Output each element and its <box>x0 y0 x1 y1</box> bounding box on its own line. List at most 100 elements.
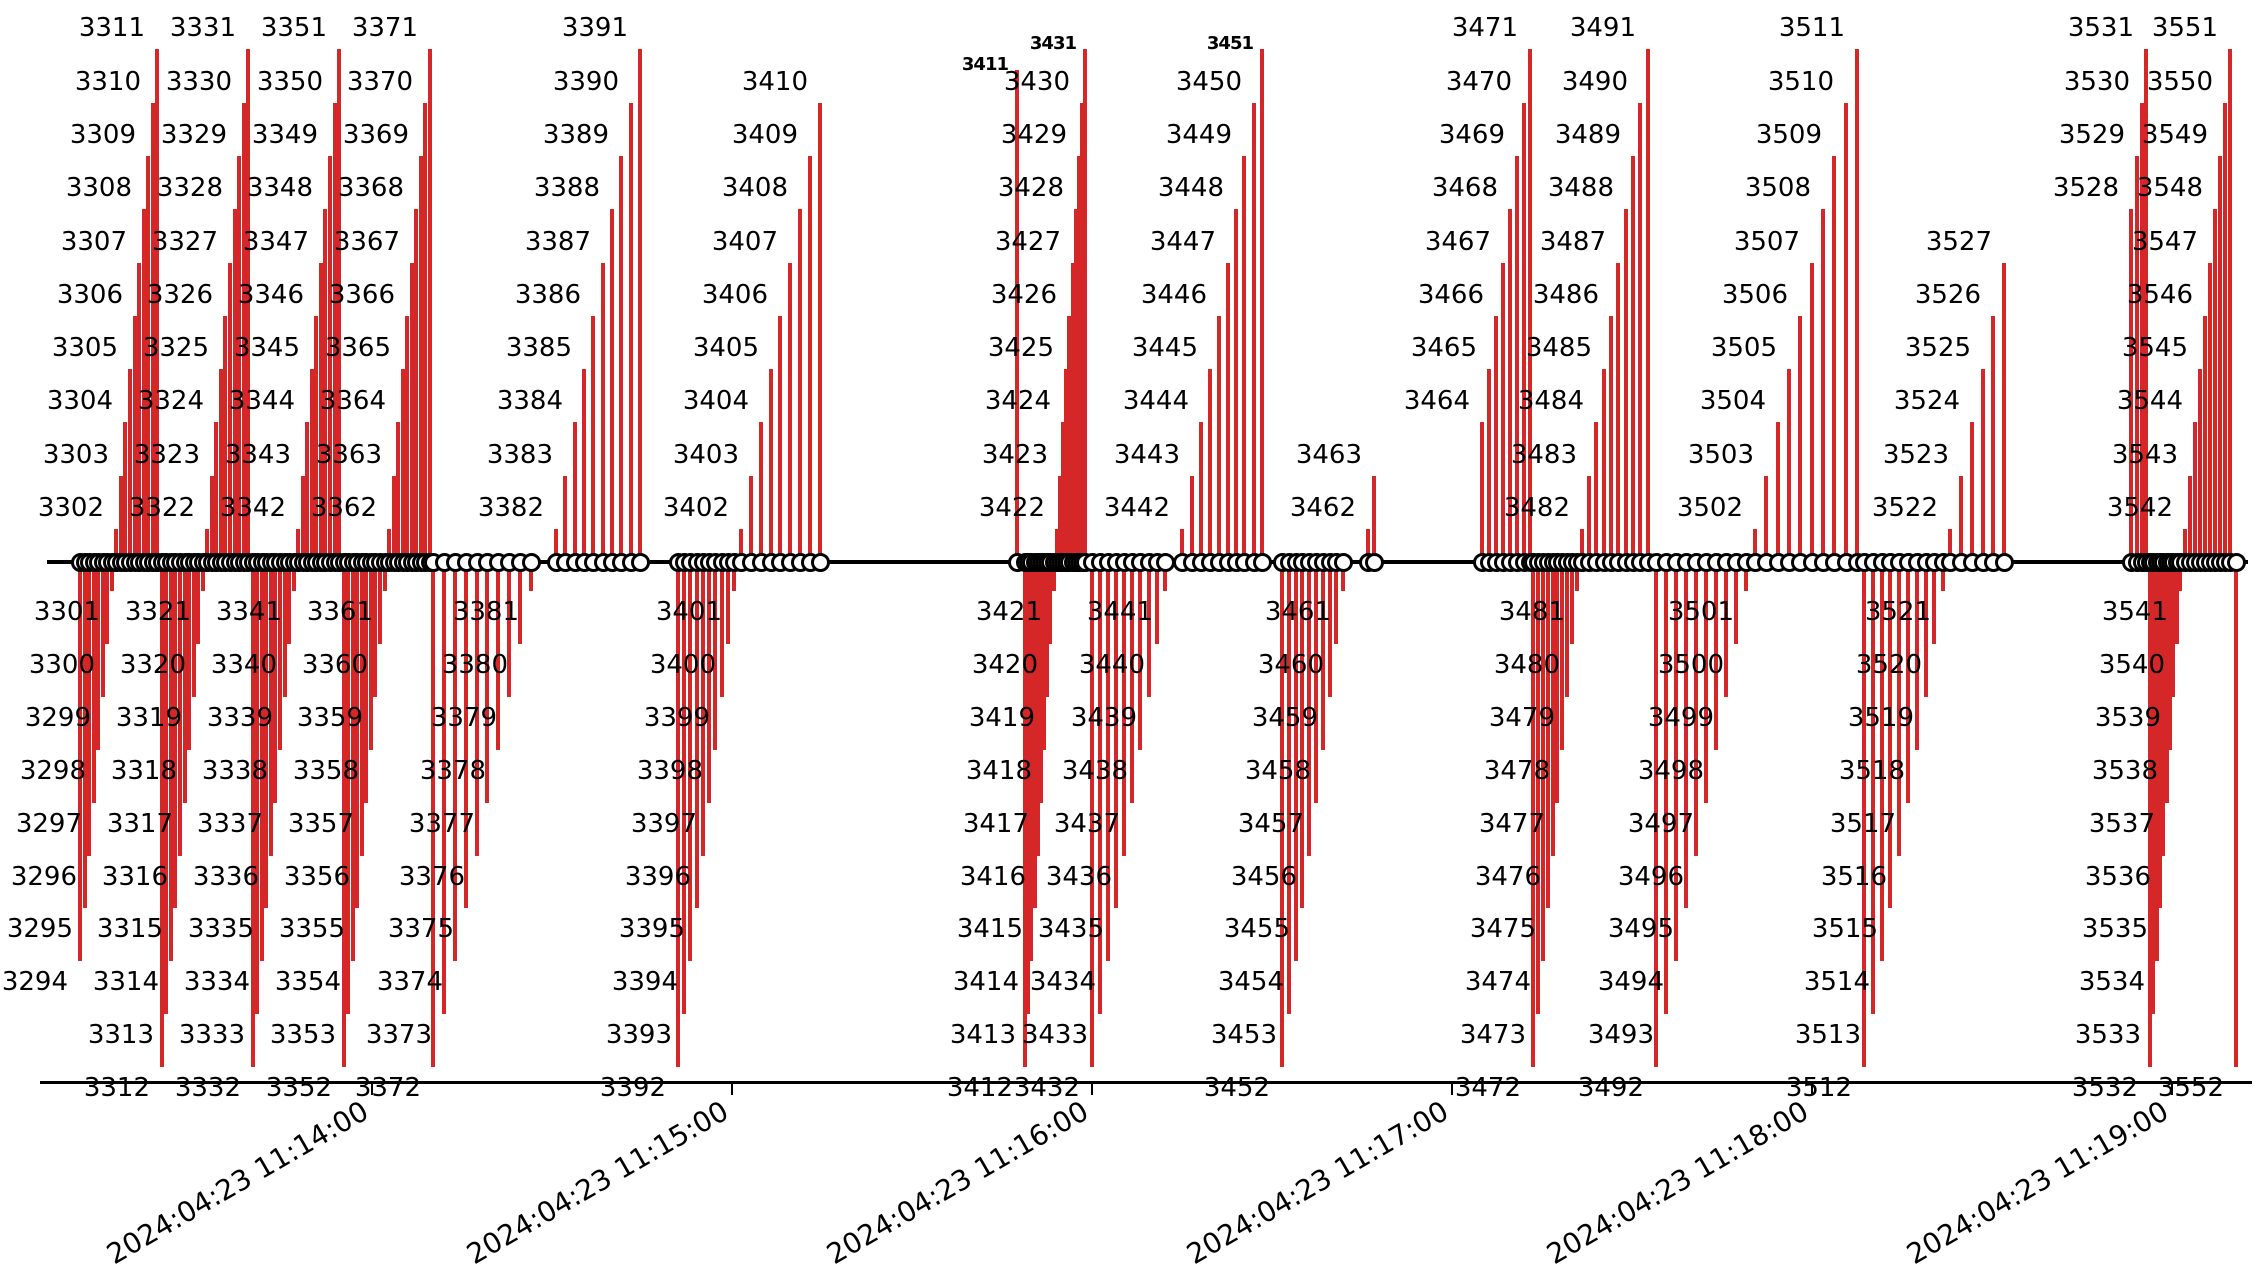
event-stem <box>1252 102 1256 562</box>
event-label: 3487 <box>1539 226 1606 257</box>
event-label: 3417 <box>962 808 1029 839</box>
event-stem <box>410 262 414 562</box>
event-label: 3304 <box>46 386 113 417</box>
event-stem <box>392 475 396 562</box>
event-label: 3445 <box>1131 333 1198 364</box>
event-label: 3485 <box>1525 333 1592 364</box>
event-stem <box>223 315 227 562</box>
event-stem <box>346 562 350 1015</box>
event-label: 3519 <box>1847 702 1914 733</box>
event-stem <box>749 475 753 562</box>
event-label: 3396 <box>624 861 691 892</box>
event-stem <box>342 562 346 1068</box>
event-label: 3306 <box>56 279 123 310</box>
event-stem <box>1888 562 1892 909</box>
event-stem <box>78 562 82 962</box>
event-stem <box>1074 209 1078 562</box>
event-stem <box>323 209 327 562</box>
event-stem <box>1106 562 1110 962</box>
event-stem <box>1528 49 1532 562</box>
event-label: 3300 <box>28 649 95 680</box>
event-stem <box>507 562 511 697</box>
event-stem <box>1023 562 1027 1068</box>
event-label: 3413 <box>949 1020 1016 1051</box>
event-label: 3314 <box>92 967 159 998</box>
event-label: 3373 <box>365 1020 432 1051</box>
event-stem <box>273 562 277 803</box>
event-label: 3474 <box>1464 967 1531 998</box>
event-label: 3490 <box>1561 66 1628 97</box>
event-stem <box>1638 102 1642 562</box>
event-label: 3335 <box>187 914 254 945</box>
event-stem <box>351 562 355 962</box>
event-label: 3330 <box>165 66 232 97</box>
event-stem <box>1631 155 1635 562</box>
event-stem <box>378 562 382 644</box>
event-stem <box>726 562 730 644</box>
event-stem <box>1970 422 1974 562</box>
event-stem <box>2198 369 2202 562</box>
event-label: 3543 <box>2111 439 2178 470</box>
event-stem <box>701 562 705 856</box>
event-label: 3464 <box>1403 386 1470 417</box>
event-label: 3461 <box>1264 597 1331 627</box>
event-label: 3414 <box>952 967 1019 998</box>
event-label: 3538 <box>2091 755 2158 786</box>
event-label: 3338 <box>201 755 268 786</box>
event-label: 3311 <box>78 13 145 44</box>
event-stem <box>2151 562 2155 1015</box>
event-stem <box>1871 562 1875 1015</box>
event-stem <box>328 155 332 562</box>
event-stem <box>1565 562 1569 697</box>
event-stem <box>2218 155 2222 562</box>
event-label: 3341 <box>215 597 282 627</box>
event-stem <box>1941 562 1945 591</box>
x-axis-date-label: 2024:04:23 11:17:00 <box>1181 1094 1454 1271</box>
event-stem <box>1190 475 1194 562</box>
event-stem <box>518 562 522 644</box>
event-stem <box>160 562 164 1068</box>
event-stem <box>1609 315 1613 562</box>
event-label: 3347 <box>242 226 309 257</box>
event-label: 3478 <box>1483 755 1550 786</box>
event-stem <box>1294 562 1298 962</box>
event-stem <box>219 369 223 562</box>
event-label: 3534 <box>2078 967 2145 998</box>
event-stem <box>1260 49 1264 562</box>
event-label: 3520 <box>1855 649 1922 680</box>
event-label: 3548 <box>2136 173 2203 204</box>
event-label: 3301 <box>33 597 100 627</box>
event-label: 3532 <box>2071 1073 2138 1104</box>
event-stem <box>1080 102 1084 562</box>
event-label: 3493 <box>1587 1020 1654 1051</box>
event-label: 3437 <box>1053 808 1120 839</box>
event-stem <box>1714 562 1718 750</box>
event-stem <box>582 369 586 562</box>
event-stem <box>292 562 296 591</box>
event-stem <box>2183 529 2187 562</box>
event-stem <box>563 475 567 562</box>
event-stem <box>1546 562 1550 909</box>
event-stem <box>169 562 173 962</box>
event-stem <box>1694 562 1698 856</box>
event-label: 3349 <box>251 119 318 150</box>
event-label: 3428 <box>997 173 1064 204</box>
event-stem <box>1880 562 1884 962</box>
x-axis-tick <box>1451 1082 1453 1095</box>
event-label: 3302 <box>37 493 104 523</box>
event-label: 3459 <box>1251 702 1318 733</box>
event-label: 3516 <box>1820 861 1887 892</box>
event-label: 3342 <box>219 493 286 523</box>
event-stem <box>1575 562 1579 591</box>
event-label: 3514 <box>1803 967 1870 998</box>
event-label: 3427 <box>994 226 1061 257</box>
event-label: 3522 <box>1871 493 1938 523</box>
event-label: 3422 <box>978 493 1045 523</box>
event-stem <box>1098 562 1102 1015</box>
event-label: 3362 <box>310 493 377 523</box>
event-label: 3320 <box>119 649 186 680</box>
event-label: 3406 <box>701 279 768 310</box>
event-label: 3528 <box>2052 173 2119 204</box>
event-label: 3321 <box>124 597 191 627</box>
event-marker <box>521 552 541 572</box>
